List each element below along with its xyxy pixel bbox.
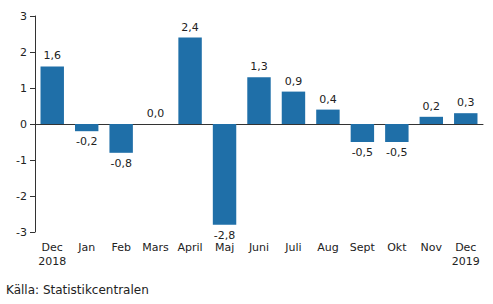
svg-text:Dec: Dec	[455, 241, 476, 254]
svg-text:Jan: Jan	[77, 241, 95, 254]
svg-text:-2: -2	[16, 190, 27, 203]
svg-text:Feb: Feb	[111, 241, 130, 254]
svg-text:Mars: Mars	[142, 241, 169, 254]
svg-text:1,6: 1,6	[43, 49, 61, 62]
svg-text:-0,8: -0,8	[110, 157, 131, 170]
svg-text:2018: 2018	[38, 255, 66, 268]
svg-text:Juni: Juni	[248, 241, 269, 254]
svg-text:0,3: 0,3	[457, 96, 475, 109]
svg-text:3: 3	[20, 10, 27, 23]
svg-text:-0,5: -0,5	[352, 146, 373, 159]
svg-text:2: 2	[20, 46, 27, 59]
svg-text:2,4: 2,4	[181, 21, 199, 34]
svg-text:Okt: Okt	[387, 241, 407, 254]
svg-text:0,9: 0,9	[285, 75, 303, 88]
svg-text:Juli: Juli	[284, 241, 301, 254]
svg-text:1: 1	[20, 82, 27, 95]
svg-text:-2,8: -2,8	[214, 229, 235, 242]
svg-text:0: 0	[20, 118, 27, 131]
svg-text:Aug: Aug	[317, 241, 338, 254]
svg-text:Källa: Statistikcentralen: Källa: Statistikcentralen	[6, 283, 149, 297]
svg-text:Maj: Maj	[215, 241, 234, 254]
svg-text:-0,2: -0,2	[76, 135, 97, 148]
svg-text:0,4: 0,4	[319, 93, 337, 106]
svg-text:2019: 2019	[452, 255, 480, 268]
svg-text:0,2: 0,2	[423, 100, 441, 113]
svg-text:0,0: 0,0	[147, 107, 165, 120]
svg-text:-3: -3	[16, 226, 27, 239]
svg-text:-0,5: -0,5	[386, 146, 407, 159]
svg-text:Nov: Nov	[421, 241, 443, 254]
svg-text:Sept: Sept	[350, 241, 376, 254]
svg-text:April: April	[177, 241, 202, 254]
svg-text:1,3: 1,3	[250, 60, 268, 73]
svg-text:-1: -1	[16, 154, 27, 167]
svg-text:Dec: Dec	[42, 241, 63, 254]
